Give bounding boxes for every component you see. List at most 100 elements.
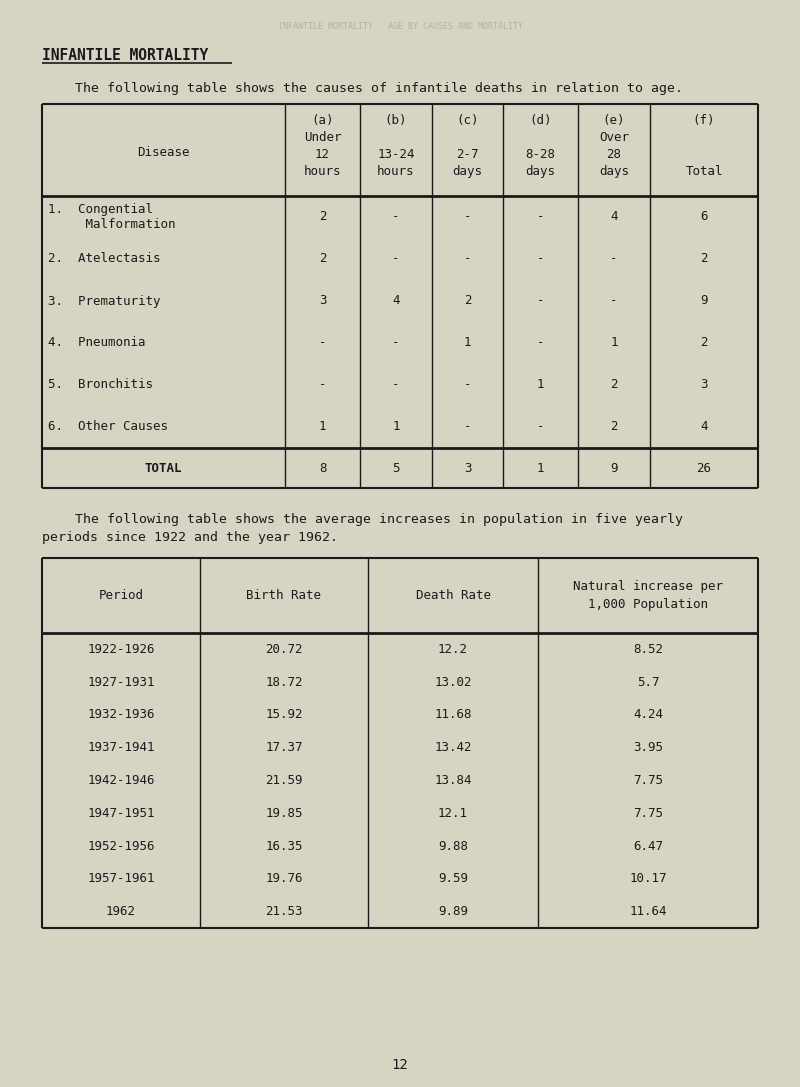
Text: 1: 1	[537, 378, 544, 391]
Text: -: -	[392, 252, 400, 265]
Text: hours: hours	[304, 165, 342, 178]
Text: 5.  Bronchitis: 5. Bronchitis	[48, 378, 153, 391]
Text: 1: 1	[610, 337, 618, 350]
Text: (f): (f)	[693, 114, 715, 127]
Text: 20.72: 20.72	[266, 642, 302, 655]
Text: 9.59: 9.59	[438, 873, 468, 885]
Text: Total: Total	[686, 165, 722, 178]
Text: 6.  Other Causes: 6. Other Causes	[48, 421, 168, 434]
Text: 13.02: 13.02	[434, 676, 472, 689]
Text: 13.84: 13.84	[434, 774, 472, 787]
Text: TOTAL: TOTAL	[145, 462, 182, 475]
Text: 1: 1	[537, 462, 544, 475]
Text: days: days	[526, 165, 555, 178]
Text: The following table shows the causes of infantile deaths in relation to age.: The following table shows the causes of …	[75, 82, 683, 95]
Text: (b): (b)	[385, 114, 407, 127]
Text: 3: 3	[464, 462, 471, 475]
Text: -: -	[318, 378, 326, 391]
Text: 11.68: 11.68	[434, 709, 472, 722]
Text: 8-28: 8-28	[526, 148, 555, 161]
Text: 3.95: 3.95	[633, 741, 663, 754]
Text: (a): (a)	[311, 114, 334, 127]
Text: -: -	[537, 421, 544, 434]
Text: 15.92: 15.92	[266, 709, 302, 722]
Text: 1: 1	[464, 337, 471, 350]
Text: 26: 26	[697, 462, 711, 475]
Text: -: -	[464, 252, 471, 265]
Text: 6.47: 6.47	[633, 839, 663, 852]
Text: 12.1: 12.1	[438, 807, 468, 820]
Text: -: -	[537, 295, 544, 308]
Text: 8: 8	[318, 462, 326, 475]
Text: days: days	[453, 165, 482, 178]
Text: 1927-1931: 1927-1931	[87, 676, 154, 689]
Text: -: -	[392, 211, 400, 224]
Text: -: -	[464, 421, 471, 434]
Text: 28: 28	[606, 148, 622, 161]
Text: (d): (d)	[530, 114, 552, 127]
Text: 5: 5	[392, 462, 400, 475]
Text: Period: Period	[98, 589, 143, 602]
Text: 13-24: 13-24	[378, 148, 414, 161]
Text: 18.72: 18.72	[266, 676, 302, 689]
Text: 11.64: 11.64	[630, 905, 666, 919]
Text: 21.53: 21.53	[266, 905, 302, 919]
Text: INFANTILE MORTALITY   AGE BY CAUSES AND MORTALITY: INFANTILE MORTALITY AGE BY CAUSES AND MO…	[278, 22, 522, 32]
Text: 5.7: 5.7	[637, 676, 659, 689]
Text: Birth Rate: Birth Rate	[246, 589, 322, 602]
Text: 2.  Atelectasis: 2. Atelectasis	[48, 252, 161, 265]
Text: 1942-1946: 1942-1946	[87, 774, 154, 787]
Text: -: -	[464, 211, 471, 224]
Text: 1: 1	[318, 421, 326, 434]
Text: Under: Under	[304, 132, 342, 143]
Text: -: -	[610, 295, 618, 308]
Text: 4.  Pneumonia: 4. Pneumonia	[48, 337, 146, 350]
Text: 8.52: 8.52	[633, 642, 663, 655]
Text: 1952-1956: 1952-1956	[87, 839, 154, 852]
Text: Natural increase per: Natural increase per	[573, 580, 723, 594]
Text: 4: 4	[392, 295, 400, 308]
Text: 16.35: 16.35	[266, 839, 302, 852]
Text: 3.  Prematurity: 3. Prematurity	[48, 295, 161, 308]
Text: 2-7: 2-7	[456, 148, 478, 161]
Text: 1937-1941: 1937-1941	[87, 741, 154, 754]
Text: -: -	[318, 337, 326, 350]
Text: 17.37: 17.37	[266, 741, 302, 754]
Text: 2: 2	[318, 252, 326, 265]
Text: 1962: 1962	[106, 905, 136, 919]
Text: 21.59: 21.59	[266, 774, 302, 787]
Text: days: days	[599, 165, 629, 178]
Text: 2: 2	[318, 211, 326, 224]
Text: Death Rate: Death Rate	[415, 589, 490, 602]
Text: Disease: Disease	[138, 147, 190, 160]
Text: 1,000 Population: 1,000 Population	[588, 598, 708, 611]
Text: 3: 3	[318, 295, 326, 308]
Text: 7.75: 7.75	[633, 807, 663, 820]
Text: 2: 2	[464, 295, 471, 308]
Text: -: -	[464, 378, 471, 391]
Text: Malformation: Malformation	[48, 217, 175, 230]
Text: -: -	[537, 337, 544, 350]
Text: 9: 9	[700, 295, 708, 308]
Text: -: -	[610, 252, 618, 265]
Text: periods since 1922 and the year 1962.: periods since 1922 and the year 1962.	[42, 532, 338, 544]
Text: 4.24: 4.24	[633, 709, 663, 722]
Text: -: -	[392, 337, 400, 350]
Text: 19.85: 19.85	[266, 807, 302, 820]
Text: (c): (c)	[456, 114, 478, 127]
Text: 1932-1936: 1932-1936	[87, 709, 154, 722]
Text: 1947-1951: 1947-1951	[87, 807, 154, 820]
Text: 2: 2	[610, 421, 618, 434]
Text: 1922-1926: 1922-1926	[87, 642, 154, 655]
Text: 3: 3	[700, 378, 708, 391]
Text: Over: Over	[599, 132, 629, 143]
Text: 4: 4	[700, 421, 708, 434]
Text: (e): (e)	[602, 114, 626, 127]
Text: 19.76: 19.76	[266, 873, 302, 885]
Text: 12: 12	[392, 1058, 408, 1072]
Text: 12: 12	[315, 148, 330, 161]
Text: 12.2: 12.2	[438, 642, 468, 655]
Text: 7.75: 7.75	[633, 774, 663, 787]
Text: INFANTILE MORTALITY: INFANTILE MORTALITY	[42, 48, 208, 63]
Text: -: -	[537, 252, 544, 265]
